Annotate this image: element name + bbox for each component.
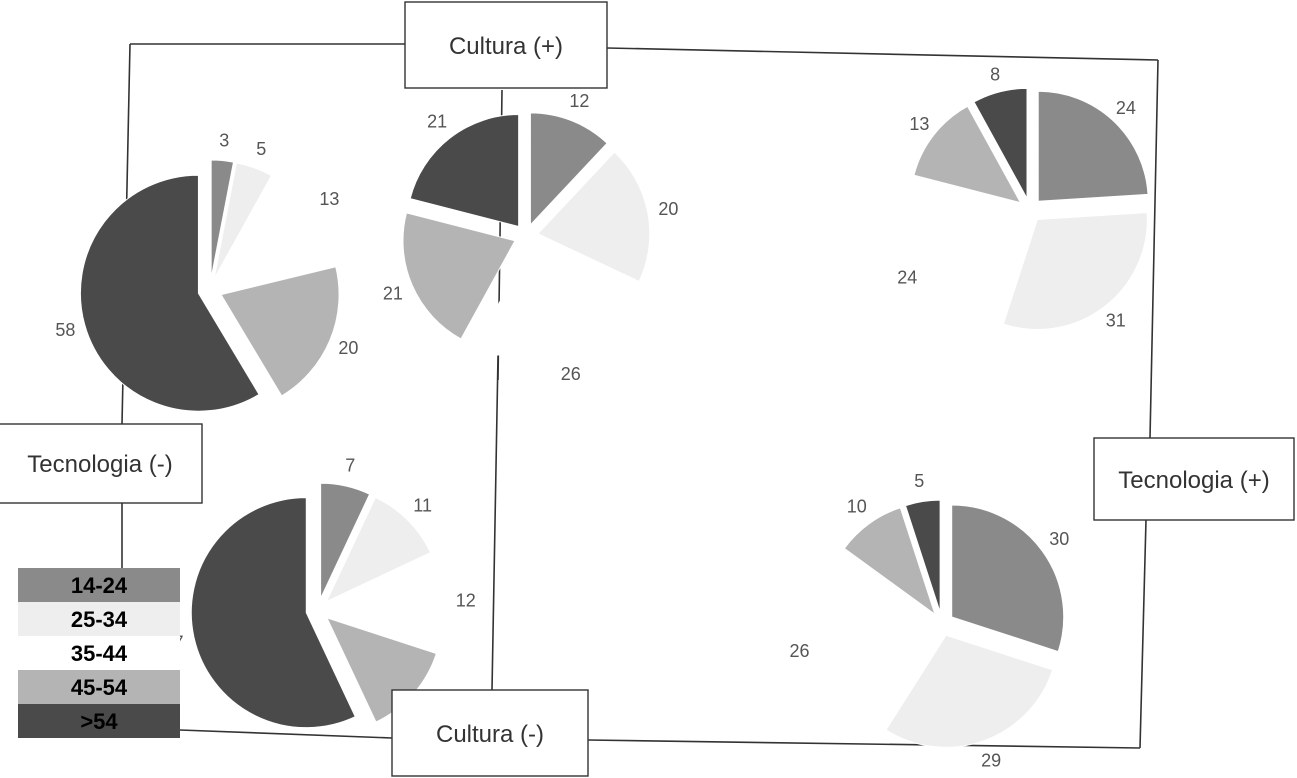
frame-bottom-right-line [587, 739, 1141, 749]
pie-bottom-left-slice->54 [190, 497, 356, 729]
pie-top-left: 3 5 13 20 58 [55, 131, 358, 412]
pie-top-right-slice->54 [973, 87, 1028, 199]
frame-right-upper-line [1149, 59, 1159, 439]
pie-top-center-label-45-54: 21 [383, 284, 403, 304]
pie-top-right-label->54: 8 [990, 64, 1000, 84]
legend: 14-24 25-34 35-44 45-54 >54 [18, 568, 180, 738]
pie-bottom-right-label-45-54: 10 [847, 497, 867, 517]
pie-top-right-slice-25-34 [1002, 212, 1148, 330]
frame-right-lower-line [1139, 519, 1147, 749]
legend-swatch-35-44 [18, 636, 180, 670]
pie-bottom-left-label-35-44: 12 [456, 591, 476, 611]
pie-top-left-slice-35-44 [218, 178, 335, 284]
axis-label-right-text: Tecnologia (+) [1118, 467, 1269, 494]
pie-top-right-label-14-24: 24 [1116, 98, 1136, 118]
legend-label-25-34: 25-34 [71, 607, 128, 632]
pie-top-center-slice-14-24 [529, 112, 608, 227]
pie-top-left-label-35-44: 13 [319, 189, 339, 209]
pie-top-center-label-25-34: 20 [658, 199, 678, 219]
pie-top-center-label-35-44: 26 [561, 364, 581, 384]
pie-bottom-right-slice-25-34 [885, 634, 1054, 748]
pie-top-left-label->54: 58 [55, 320, 75, 340]
pie-top-center-label-14-24: 12 [569, 91, 589, 111]
pie-bottom-right-slice-45-54 [843, 507, 936, 616]
frame-bottom-left-line [179, 729, 393, 739]
pie-bottom-right-label-14-24: 30 [1049, 529, 1069, 549]
legend-swatch->54 [18, 704, 180, 738]
vertical-lower-line [491, 355, 499, 691]
pie-bottom-left-slice-25-34 [325, 496, 432, 603]
axis-label-left-box [0, 423, 203, 504]
legend-swatch-14-24 [18, 568, 180, 602]
pie-bottom-left-label-14-24: 7 [345, 456, 355, 476]
legend-label-45-54: 45-54 [71, 675, 128, 700]
axis-label-top: Cultura (+) [404, 1, 608, 89]
pie-bottom-right-slice-14-24 [951, 504, 1065, 653]
legend-swatch-25-34 [18, 602, 180, 636]
pie-bottom-right: 30 29 26 10 5 [790, 471, 1070, 771]
axis-label-bottom-box [391, 689, 589, 777]
pie-top-center-slice-25-34 [536, 151, 651, 283]
axis-label-bottom: Cultura (-) [391, 689, 589, 777]
axis-label-right-box [1093, 437, 1295, 521]
pie-bottom-left-slice-35-44 [328, 559, 446, 646]
legend-label-35-44: 35-44 [71, 641, 128, 666]
axis-label-bottom-text: Cultura (-) [436, 721, 544, 748]
pie-top-left-slice->54 [80, 174, 260, 412]
pie-bottom-right-label->54: 5 [914, 471, 924, 491]
pie-top-center-slice->54 [409, 114, 520, 228]
pie-top-center-slice-35-44 [475, 246, 632, 360]
pie-top-center-slice-45-54 [402, 212, 516, 340]
pie-top-left-slice-45-54 [220, 266, 340, 397]
pie-top-center-label->54: 21 [427, 111, 447, 131]
frame-top-right-line [606, 47, 1159, 61]
axis-label-left-text: Tecnologia (-) [27, 451, 172, 478]
pie-bottom-right-slice-35-44 [817, 559, 931, 722]
legend-swatch-45-54 [18, 670, 180, 704]
pie-top-left-slice-25-34 [213, 162, 273, 279]
axis-label-top-text: Cultura (+) [449, 33, 563, 60]
pie-top-left-label-14-24: 3 [219, 131, 229, 151]
axis-label-left: Tecnologia (-) [0, 423, 203, 504]
pie-top-left-slice-14-24 [210, 159, 235, 279]
pie-top-right-label-25-34: 31 [1106, 311, 1126, 331]
pie-bottom-left-slice-14-24 [320, 482, 371, 599]
axis-label-right: Tecnologia (+) [1093, 437, 1295, 521]
pie-top-right-slice-45-54 [913, 105, 1022, 204]
legend-label-14-24: 14-24 [71, 573, 128, 598]
pie-bottom-right-label-25-34: 29 [981, 750, 1001, 770]
pie-top-right-label-35-44: 24 [897, 267, 917, 287]
pie-top-right: 24 31 24 13 8 [897, 64, 1149, 331]
pie-top-right-label-45-54: 13 [909, 114, 929, 134]
axis-label-top-box [404, 1, 608, 89]
pie-bottom-right-label-35-44: 26 [790, 641, 810, 661]
pie-bottom-right-slice->54 [904, 499, 941, 613]
pie-bottom-left-label-25-34: 11 [413, 495, 432, 515]
pie-top-right-slice-14-24 [1037, 90, 1149, 202]
pie-top-right-slice-35-44 [908, 187, 1021, 322]
pie-bottom-left: 711121357 [164, 456, 476, 729]
pie-top-left-label-25-34: 5 [256, 139, 266, 159]
pie-top-center: 12 20 26 21 21 [383, 91, 679, 384]
pie-top-left-label-45-54: 20 [338, 338, 358, 358]
pies-layer: 3513205812202621212431241387111213573029… [55, 64, 1149, 771]
legend-label->54: >54 [80, 709, 118, 734]
